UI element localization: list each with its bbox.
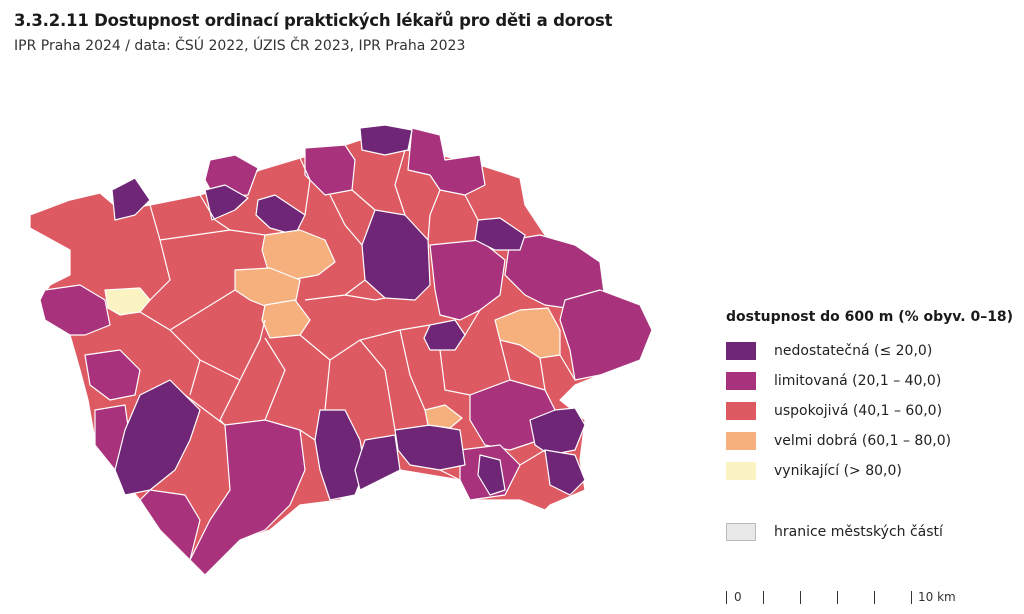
- legend-item-vynikajici: vynikající (> 80,0): [726, 460, 902, 482]
- legend-swatch: [726, 372, 756, 390]
- legend-item-nedostatecna: nedostatečná (≤ 20,0): [726, 340, 932, 362]
- district-nedostatecna: [529, 407, 586, 456]
- district-nedostatecna: [361, 209, 431, 301]
- district-velmi-dobra: [424, 404, 463, 429]
- district-limitovana: [84, 349, 141, 401]
- prague-choropleth-map: [29, 124, 653, 576]
- district-nedostatecna: [477, 454, 506, 496]
- district-boundaries: [139, 149, 576, 481]
- legend-swatch: [726, 402, 756, 420]
- scale-end-label: 10 km: [918, 590, 956, 604]
- district-limitovana: [39, 284, 111, 336]
- legend-item-uspokojiva: uspokojivá (40,1 – 60,0): [726, 400, 942, 422]
- district-nedostatecna: [204, 184, 249, 221]
- scale-tick: [763, 591, 764, 604]
- district-nedostatecna: [423, 319, 466, 351]
- district-nedostatecna: [544, 449, 586, 496]
- district-velmi-dobra: [261, 229, 336, 281]
- district-limitovana: [559, 289, 653, 381]
- legend-label: limitovaná (20,1 – 40,0): [774, 373, 942, 389]
- district-limitovana: [407, 127, 486, 196]
- district-nedostatecna: [111, 177, 151, 221]
- scale-tick: [911, 591, 912, 604]
- map-title: 3.3.2.11 Dostupnost ordinací praktických…: [14, 11, 613, 30]
- scale-tick: [800, 591, 801, 604]
- legend-item-boundary: hranice městských částí: [726, 521, 943, 543]
- legend-item-limitovana: limitovaná (20,1 – 40,0): [726, 370, 941, 392]
- district-nedostatecna: [314, 409, 366, 501]
- legend-title: dostupnost do 600 m (% obyv. 0–18): [726, 309, 1014, 325]
- legend-label: vynikající (> 80,0): [774, 463, 902, 479]
- legend-label: velmi dobrá (60,1 – 80,0): [774, 433, 952, 449]
- legend-item-velmi-dobra: velmi dobrá (60,1 – 80,0): [726, 430, 951, 452]
- scale-bar: 0 10 km: [726, 588, 956, 608]
- scale-tick: [874, 591, 875, 604]
- legend-swatch: [726, 342, 756, 360]
- district-nedostatecna: [354, 434, 401, 491]
- scale-tick: [726, 591, 727, 604]
- legend-swatch: [726, 462, 756, 480]
- legend-label: hranice městských částí: [774, 524, 943, 540]
- legend-label: uspokojivá (40,1 – 60,0): [774, 403, 943, 419]
- district-nedostatecna: [359, 124, 413, 156]
- boundary-swatch: [726, 523, 756, 541]
- legend-swatch: [726, 432, 756, 450]
- map-subtitle: IPR Praha 2024 / data: ČSÚ 2022, ÚZIS ČR…: [14, 38, 466, 54]
- legend-label: nedostatečná (≤ 20,0): [774, 343, 933, 359]
- district-nedostatecna: [474, 217, 526, 251]
- district-nedostatecna: [114, 379, 201, 496]
- scale-start-label: 0: [734, 590, 742, 604]
- district-limitovana: [139, 489, 201, 561]
- scale-tick: [837, 591, 838, 604]
